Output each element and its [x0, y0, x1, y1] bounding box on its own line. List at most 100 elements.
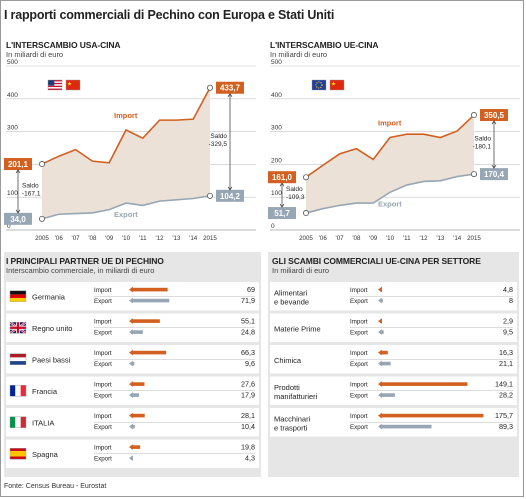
- import-value: 2,9: [503, 317, 513, 326]
- china-flag: ★: [65, 79, 81, 91]
- y-tick-label: 200: [271, 157, 282, 164]
- endpoint-marker: [39, 161, 46, 168]
- endpoint-marker: [39, 215, 46, 222]
- import-line: [41, 87, 211, 165]
- import-value: 27,6: [241, 380, 255, 389]
- usa-flag-stripe: [48, 81, 62, 83]
- category-name: Macchinari: [274, 414, 311, 423]
- netherlands-flag: [9, 353, 27, 365]
- flag-border: [9, 448, 27, 460]
- france-flag-band: [15, 385, 21, 397]
- import-value: 16,3: [499, 348, 513, 357]
- flag-border: [9, 290, 27, 302]
- import-bar-arrow: [129, 286, 133, 293]
- endpoint-marker: [303, 210, 310, 217]
- export-value: 71,9: [241, 296, 255, 305]
- france-flag-band: [10, 385, 16, 397]
- italy-flag-band: [20, 416, 26, 428]
- sectors-subtitle: In miliardi di euro: [272, 266, 330, 275]
- balance-start-arrowhead: [15, 169, 21, 174]
- import-bar-arrow: [129, 318, 133, 324]
- export-bar-arrow: [129, 423, 133, 430]
- category-name: e bevande: [274, 297, 309, 306]
- china-flag: ★: [329, 79, 345, 91]
- balance-end: -329,5: [209, 141, 228, 148]
- uk-flag-cross-red: [10, 326, 26, 329]
- export-bar-arrow: [378, 360, 382, 367]
- y-tick-label: 100: [7, 190, 18, 197]
- import-label: Import: [378, 119, 402, 128]
- import-label: Import: [94, 287, 112, 294]
- import-label: Import: [94, 350, 112, 357]
- export-value: 21,1: [499, 359, 513, 368]
- import-bar: [131, 413, 145, 418]
- flag-border: [9, 353, 27, 365]
- eu-flag-field: [312, 80, 326, 90]
- start-export-value: 34,0: [10, 215, 26, 224]
- x-tick-label: '06: [55, 235, 64, 242]
- flag-border: [47, 79, 63, 91]
- france-flag-band: [20, 385, 26, 397]
- import-label: Import: [350, 319, 368, 326]
- import-bar-arrow: [378, 381, 382, 387]
- usa-chart-unit: In miliardi di euro: [6, 50, 64, 59]
- category-name: manifatturieri: [274, 392, 318, 401]
- export-value: 8: [509, 296, 513, 305]
- end-export-value: 170,4: [484, 170, 505, 179]
- export-bar: [380, 424, 432, 429]
- usa-flag-stripe: [48, 85, 62, 88]
- export-label: Export: [350, 361, 368, 368]
- trade-gap-area: [306, 115, 474, 214]
- import-bar-arrow: [378, 349, 382, 356]
- export-bar-arrow: [378, 392, 382, 398]
- france-flag: [9, 385, 27, 397]
- usa-flag: [47, 79, 63, 91]
- import-label: Import: [350, 350, 368, 357]
- partners-bar-chart: Germania Import 69 Export 71,9 Regno unito Imp…: [6, 282, 259, 468]
- x-tick-label: '09: [369, 235, 378, 242]
- flag-border: [311, 79, 327, 91]
- end-export-value: 104,2: [220, 192, 241, 201]
- x-tick-label: '14: [453, 235, 462, 242]
- y-tick-label: 500: [7, 59, 18, 66]
- export-bar-arrow: [129, 455, 133, 461]
- italy-flag: [9, 416, 27, 428]
- category-name: Chimica: [274, 356, 302, 365]
- import-value: 175,7: [495, 411, 513, 420]
- category-name: Germania: [32, 292, 66, 301]
- export-label: Export: [94, 330, 112, 337]
- x-tick-label: 2015: [467, 235, 481, 242]
- category-name: e trasporti: [274, 423, 308, 432]
- y-tick-label: 300: [7, 125, 18, 132]
- netherlands-flag-band: [10, 357, 26, 362]
- page-title: I rapporti commerciali di Pechino con Eu…: [4, 8, 335, 22]
- export-line: [41, 195, 211, 220]
- y-tick-label: 400: [271, 92, 282, 99]
- start-import-value-box: [4, 158, 32, 171]
- balance-end-arrowhead: [227, 186, 233, 191]
- export-label: Export: [378, 199, 402, 208]
- end-export-value-box: [216, 189, 244, 202]
- import-label: Import: [94, 382, 112, 389]
- balance-start: Saldo: [22, 182, 39, 189]
- export-bar-arrow: [129, 392, 133, 398]
- y-tick-label: 500: [271, 59, 282, 66]
- category-name: Materie Prime: [274, 324, 321, 333]
- x-tick-label: '06: [319, 235, 328, 242]
- usa-flag-stripe: [48, 84, 62, 86]
- china-flag-field: [330, 80, 344, 90]
- x-tick-label: '10: [386, 235, 395, 242]
- end-import-value: 350,5: [484, 111, 505, 120]
- balance-start: -109,3: [286, 194, 305, 201]
- export-bar-arrow: [129, 360, 133, 367]
- import-label: Import: [94, 413, 112, 420]
- import-value: 55,1: [241, 317, 255, 326]
- import-line: [305, 114, 475, 178]
- x-tick-label: '13: [172, 235, 181, 242]
- export-label: Export: [350, 298, 368, 305]
- spain-flag-band: [10, 451, 26, 457]
- balance-end: Saldo: [474, 136, 491, 143]
- import-label: Import: [350, 382, 368, 389]
- import-bar: [131, 287, 168, 292]
